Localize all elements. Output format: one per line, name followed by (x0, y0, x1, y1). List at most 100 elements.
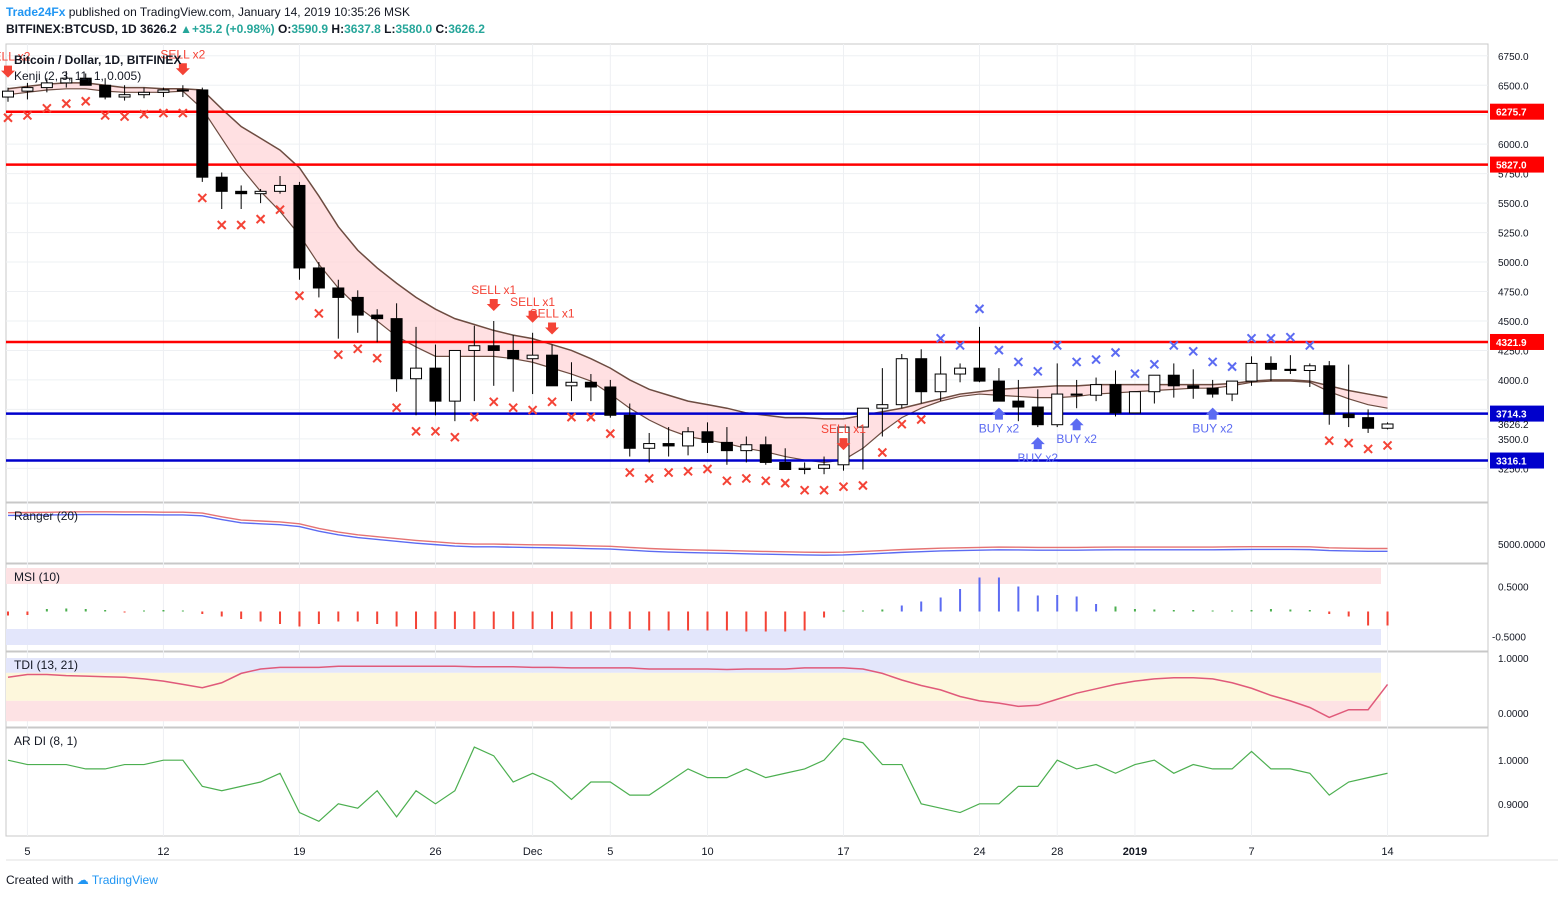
time-tick-label: 26 (429, 846, 441, 858)
candle-body[interactable] (798, 467, 811, 470)
time-tick-label: 7 (1248, 846, 1254, 858)
candle-body[interactable] (895, 358, 908, 406)
candle-body[interactable] (254, 190, 267, 195)
candle-body[interactable] (1109, 384, 1122, 414)
candle-body[interactable] (1187, 385, 1200, 389)
sell-stop-cross-icon (197, 193, 208, 203)
candle-body[interactable] (2, 90, 14, 98)
candle-body[interactable] (60, 77, 73, 84)
candle-body[interactable] (584, 381, 597, 388)
candle-body[interactable] (876, 404, 889, 409)
candle-body[interactable] (1148, 374, 1161, 393)
candle-body[interactable] (507, 349, 520, 360)
candle-body[interactable] (99, 84, 112, 98)
candle-body[interactable] (1128, 391, 1141, 414)
candle-body[interactable] (662, 443, 675, 447)
candle-body[interactable] (1070, 393, 1083, 396)
open-label: O: (278, 22, 292, 36)
time-tick-label: 14 (1381, 846, 1393, 858)
sell-stop-cross-icon (1363, 444, 1373, 454)
candle-body[interactable] (1342, 413, 1355, 419)
candle-body[interactable] (682, 431, 695, 447)
candle-body[interactable] (274, 184, 287, 192)
candle-body[interactable] (565, 381, 578, 387)
candle-body[interactable] (1245, 362, 1258, 382)
candle-body[interactable] (312, 267, 325, 289)
change-value: +35.2 (+0.98%) (191, 22, 275, 36)
candle-body[interactable] (643, 443, 656, 449)
candle-body[interactable] (1226, 380, 1239, 395)
candle-body[interactable] (21, 87, 34, 92)
candle-body[interactable] (118, 94, 131, 98)
candle-body[interactable] (487, 345, 500, 351)
candle-body[interactable] (973, 367, 986, 382)
candle-body[interactable] (1090, 384, 1103, 396)
candle-body[interactable] (1362, 417, 1375, 429)
sell-stop-cross-icon (741, 473, 752, 484)
buy-stop-cross-icon (1052, 340, 1062, 351)
candle-body[interactable] (448, 349, 461, 402)
candle-body[interactable] (856, 407, 869, 428)
candle-body[interactable] (1051, 393, 1064, 426)
price-tick-label: 4000.0 (1498, 376, 1529, 387)
sell-stop-cross-icon (139, 109, 149, 119)
candle-body[interactable] (176, 89, 189, 92)
candle-body[interactable] (818, 464, 831, 469)
candle-body[interactable] (293, 184, 306, 269)
candle-body[interactable] (410, 367, 423, 380)
candle-body[interactable] (157, 89, 170, 93)
candle-body[interactable] (215, 176, 228, 192)
sell-stop-cross-icon (761, 476, 771, 486)
candle-body[interactable] (79, 77, 92, 86)
candle-body[interactable] (992, 380, 1005, 402)
candle-body[interactable] (1264, 362, 1277, 370)
time-tick-label: 24 (973, 846, 985, 858)
sell-stop-cross-icon (469, 412, 480, 422)
candle-body[interactable] (526, 354, 539, 360)
candle-body[interactable] (1167, 374, 1180, 387)
candle-body[interactable] (1303, 365, 1316, 371)
candle-body[interactable] (1206, 387, 1219, 395)
candle-body[interactable] (954, 367, 967, 375)
candle-body[interactable] (390, 318, 403, 380)
price-tick-label: 3250.0 (1498, 464, 1529, 475)
candle-body[interactable] (759, 444, 772, 463)
last-price-label: 3626.2 (1498, 420, 1529, 431)
candle-body[interactable] (138, 91, 151, 96)
publisher-name[interactable]: Trade24Fx (6, 5, 66, 19)
candle-body[interactable] (934, 373, 947, 393)
sell-stop-cross-icon (255, 214, 266, 224)
sell-stop-cross-icon (236, 220, 246, 230)
candle-body[interactable] (1381, 423, 1394, 429)
candle-body[interactable] (604, 386, 617, 416)
candle-body[interactable] (915, 358, 928, 393)
candle-body[interactable] (1012, 400, 1025, 408)
buy-stop-cross-icon (1285, 332, 1296, 342)
tradingview-link[interactable]: TradingView (91, 873, 158, 887)
candle-body[interactable] (429, 367, 442, 402)
candle-body[interactable] (351, 296, 364, 316)
candle-body[interactable] (779, 461, 792, 470)
buy-stop-cross-icon (1130, 368, 1140, 379)
candle-body[interactable] (1031, 406, 1044, 426)
price-tick-label: 6500.0 (1498, 81, 1529, 92)
time-tick-label: 5 (607, 846, 613, 858)
candle-body[interactable] (371, 314, 384, 320)
candle-body[interactable] (1323, 365, 1336, 415)
candle-body[interactable] (332, 287, 345, 298)
candle-body[interactable] (468, 345, 481, 351)
candle-body[interactable] (701, 431, 714, 443)
candle-body[interactable] (740, 444, 753, 452)
candle-body[interactable] (720, 441, 733, 452)
candle-body[interactable] (235, 190, 248, 195)
candle-body[interactable] (196, 89, 209, 178)
close-value: 3626.2 (448, 22, 485, 36)
candle-body[interactable] (40, 82, 53, 89)
price-tick-label: 5250.0 (1498, 229, 1529, 240)
publish-line: Trade24Fx published on TradingView.com, … (6, 4, 485, 21)
candle-body[interactable] (546, 354, 559, 387)
candle-body[interactable] (623, 414, 636, 449)
tradingview-logo-icon[interactable]: ☁ (76, 873, 89, 887)
candle-body[interactable] (1284, 368, 1297, 371)
